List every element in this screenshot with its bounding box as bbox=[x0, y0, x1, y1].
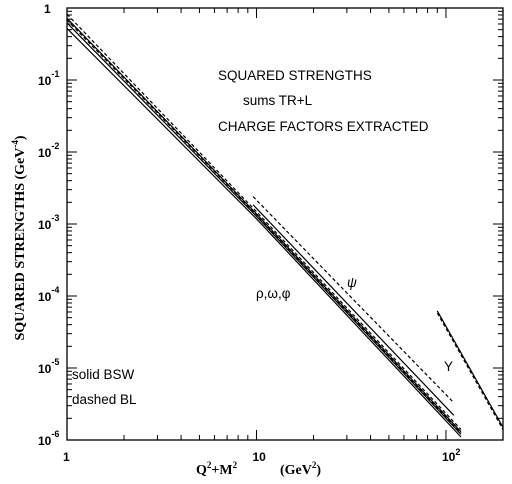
y-tick-label-exponent: -5 bbox=[51, 357, 59, 367]
label-psi: ψ bbox=[347, 275, 357, 290]
label-upsilon: Υ bbox=[444, 359, 453, 374]
legend-solid: solid BSW bbox=[72, 367, 135, 382]
annotation-title-line1: SQUARED STRENGTHS bbox=[218, 68, 372, 83]
y-tick-label: 10-4 bbox=[38, 285, 59, 304]
curves-group bbox=[66, 13, 504, 438]
y-tick-label: 10-5 bbox=[38, 357, 59, 376]
x-tick-label: 102 bbox=[442, 447, 460, 464]
curve-upsilon-dashed-8 bbox=[436, 312, 504, 430]
x-axis-title: Q2+M2 bbox=[196, 460, 238, 478]
x-axis-unit: (GeV2) bbox=[280, 460, 321, 478]
label-rho-omega-phi: ρ,ω,φ bbox=[256, 286, 291, 301]
y-axis-title: SQUARED STRENGTHS (GeV-4) bbox=[10, 135, 28, 340]
y-tick-label: 10-1 bbox=[38, 69, 59, 88]
curve-rho-omega-phi-solid-0 bbox=[66, 27, 462, 438]
y-tick-label-exponent: -1 bbox=[51, 69, 59, 79]
y-tick-label-exponent: -3 bbox=[51, 213, 59, 223]
curve-rho-omega-phi-dashed-3 bbox=[66, 19, 462, 434]
x-tick-label: 1 bbox=[63, 450, 70, 464]
y-tick-label: 1 bbox=[44, 2, 51, 16]
curve-rho-omega-phi-solid-1 bbox=[66, 22, 462, 435]
x-tick-label-exponent: 2 bbox=[455, 447, 460, 457]
y-tick-label: 10-2 bbox=[38, 141, 59, 160]
curve-upsilon-solid-7 bbox=[436, 310, 504, 428]
y-tick-label-exponent: -2 bbox=[51, 141, 59, 151]
y-tick-label: 10-6 bbox=[38, 429, 59, 448]
curve-rho-omega-phi-dashed-4 bbox=[66, 13, 462, 430]
curve-psi-solid-5 bbox=[252, 204, 455, 416]
y-tick-label-exponent: -4 bbox=[51, 285, 59, 295]
x-tick-label: 10 bbox=[252, 450, 266, 464]
legend-dashed: dashed BL bbox=[72, 392, 137, 407]
annotation-title-line3: CHARGE FACTORS EXTRACTED bbox=[218, 119, 429, 134]
y-tick-label: 10-3 bbox=[38, 213, 59, 232]
annotation-title-line2: sums TR+L bbox=[243, 93, 313, 108]
y-tick-label-exponent: -6 bbox=[51, 429, 59, 439]
